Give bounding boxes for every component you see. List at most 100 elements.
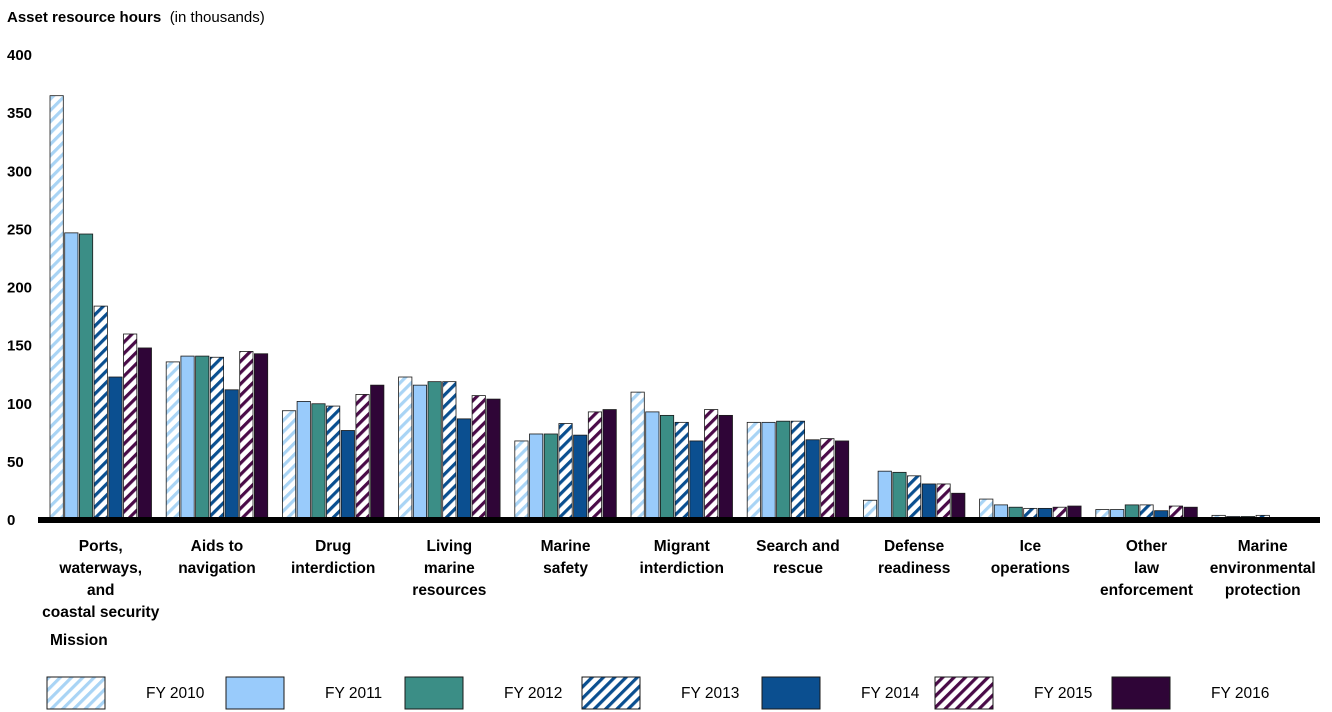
x-tick-label: Search and rescue <box>756 538 840 577</box>
legend-swatch <box>404 676 464 710</box>
bar <box>630 391 645 521</box>
bar <box>456 418 472 521</box>
bar <box>790 420 805 521</box>
bar <box>370 384 385 521</box>
bar <box>820 438 835 521</box>
bar <box>195 355 210 521</box>
legend-label: FY 2012 <box>504 685 562 702</box>
y-tick-label: 50 <box>7 454 24 471</box>
bar <box>776 420 791 521</box>
bar <box>398 376 413 521</box>
legend-label: FY 2016 <box>1211 685 1269 702</box>
bar <box>253 353 269 521</box>
x-tick-label: Migrant interdiction <box>640 538 724 577</box>
bar <box>93 305 108 521</box>
bar <box>108 376 123 521</box>
x-tick-label: Marine safety <box>541 538 591 577</box>
legend-swatch <box>46 676 106 710</box>
bar <box>543 433 558 521</box>
y-axis: 0 50 100 150 200 250 300 350 400 <box>7 47 32 529</box>
bar <box>907 475 922 521</box>
bar <box>296 401 311 521</box>
bar <box>718 414 733 521</box>
x-axis-label: Mission <box>50 632 108 649</box>
x-tick-label: Living marine resources <box>412 538 486 599</box>
bar <box>558 423 573 521</box>
bar-group <box>398 376 501 521</box>
bar-group <box>49 95 152 521</box>
legend-label: FY 2010 <box>146 685 205 702</box>
legend-item: FY 2012 <box>404 676 562 710</box>
bar <box>660 414 675 521</box>
bar <box>486 398 501 521</box>
y-tick-label: 400 <box>7 47 32 64</box>
legend-swatch <box>581 676 641 710</box>
y-tick-label: 250 <box>7 221 32 238</box>
legend-label: FY 2014 <box>861 685 920 702</box>
bar <box>49 95 64 521</box>
bar-group <box>514 409 617 521</box>
bar <box>281 410 297 521</box>
bar <box>427 381 442 521</box>
x-tick-label: Aids to navigation <box>178 538 256 577</box>
bar <box>746 421 761 521</box>
legend-swatch <box>761 676 821 710</box>
bar <box>587 411 602 521</box>
bar <box>951 492 966 521</box>
bar <box>340 430 355 521</box>
chart-title-main: Asset resource hours <box>7 9 161 26</box>
bar <box>573 434 588 521</box>
y-tick-label: 0 <box>7 512 15 529</box>
bar <box>471 395 486 521</box>
x-tick-label: Ice operations <box>991 538 1070 577</box>
chart-title-unit: (in thousands) <box>170 9 265 26</box>
bar <box>224 389 239 521</box>
legend-label: FY 2015 <box>1034 685 1092 702</box>
x-axis-categories: Ports, waterways, and coastal security Aids … <box>42 538 1316 621</box>
bar <box>877 470 892 521</box>
legend-item: FY 2010 <box>46 676 205 710</box>
bar-group <box>165 351 269 521</box>
legend-label: FY 2013 <box>681 685 739 702</box>
bar <box>805 439 820 521</box>
bar <box>79 233 94 521</box>
legend-item: FY 2015 <box>934 676 1092 710</box>
bar <box>326 405 341 521</box>
bar <box>835 440 850 521</box>
bar-group <box>746 420 850 521</box>
y-tick-label: 100 <box>7 396 32 413</box>
bar <box>892 471 907 521</box>
legend-label: FY 2011 <box>325 685 382 702</box>
bar <box>514 440 529 521</box>
legend-item: FY 2016 <box>1111 676 1269 710</box>
bar <box>165 361 180 521</box>
y-tick-label: 350 <box>7 105 32 122</box>
legend: FY 2010 FY 2011 FY 2012 FY 2013 FY 2014 FY 20… <box>46 676 1269 710</box>
bar <box>64 232 79 521</box>
y-tick-label: 300 <box>7 163 32 180</box>
bar <box>355 394 370 521</box>
bar <box>979 498 994 521</box>
bar <box>921 483 936 521</box>
legend-item: FY 2014 <box>761 676 920 710</box>
bar <box>239 351 254 521</box>
bar-group <box>863 470 966 521</box>
bar <box>689 440 704 521</box>
bar <box>180 355 195 521</box>
bars <box>49 95 1314 521</box>
legend-swatch <box>225 676 285 710</box>
legend-item: FY 2011 <box>225 676 382 710</box>
bar <box>209 356 225 521</box>
y-tick-label: 150 <box>7 338 32 355</box>
bar <box>311 403 326 521</box>
bar <box>602 409 617 521</box>
legend-swatch <box>934 676 994 710</box>
y-tick-label: 200 <box>7 280 32 297</box>
bar <box>442 381 457 521</box>
bar <box>645 411 660 521</box>
bar <box>412 384 427 521</box>
bar-group <box>630 391 733 521</box>
bar <box>674 421 689 521</box>
bar <box>704 409 719 521</box>
